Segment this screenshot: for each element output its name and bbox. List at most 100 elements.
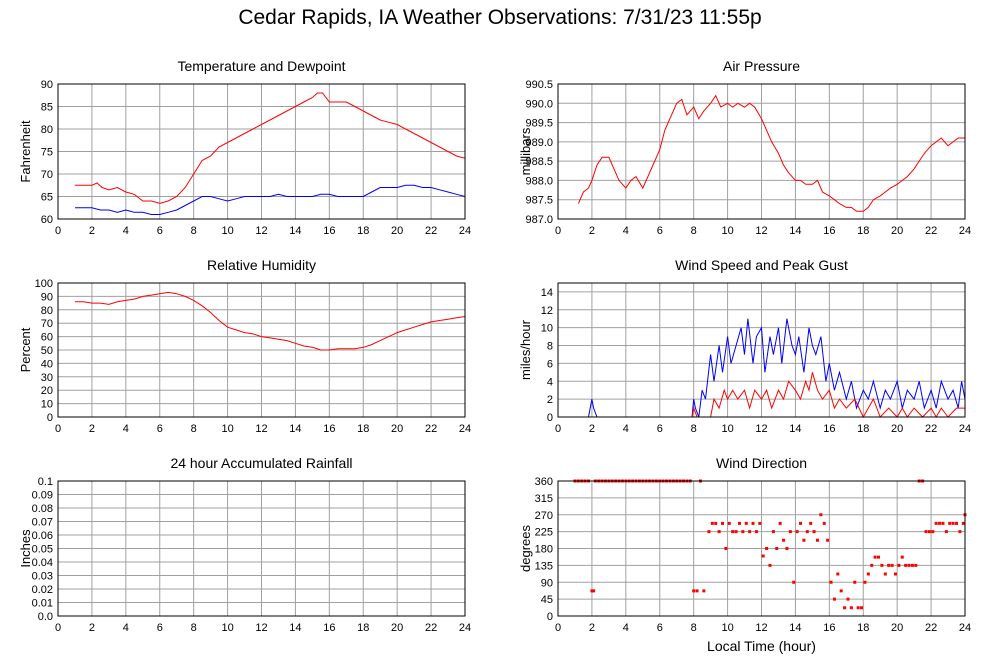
data-point	[866, 572, 870, 576]
y-tick-label: 20	[41, 385, 53, 397]
y-tick-label: 0.08	[32, 503, 53, 515]
data-point	[815, 538, 819, 542]
y-tick-label: 14	[541, 287, 553, 299]
y-tick-label: 0	[547, 412, 553, 424]
y-tick-label: 50	[41, 345, 53, 357]
plot-frame	[557, 282, 966, 418]
data-point	[822, 521, 826, 525]
y-tick-label: 2	[547, 394, 553, 406]
data-point	[805, 530, 809, 534]
data-point	[870, 563, 874, 567]
data-point	[737, 521, 741, 525]
x-tick-label: 20	[891, 423, 903, 435]
x-tick-label: 24	[959, 622, 971, 634]
x-tick-label: 0	[555, 622, 561, 634]
data-point	[829, 580, 833, 584]
y-tick-label: 10	[41, 399, 53, 411]
data-point	[927, 530, 931, 534]
data-point	[788, 530, 792, 534]
x-tick-label: 12	[755, 423, 767, 435]
x-tick-label: 10	[221, 622, 233, 634]
y-tick-label: 10	[541, 323, 553, 335]
y-tick-label: 987.5	[525, 195, 553, 207]
data-point	[883, 572, 887, 576]
data-point	[771, 530, 775, 534]
data-point	[907, 563, 911, 567]
data-point	[744, 521, 748, 525]
y-tick-label: 225	[535, 527, 553, 539]
plot-frame	[57, 282, 466, 418]
y-tick-label: 0	[47, 412, 53, 424]
y-tick-label: 270	[535, 510, 553, 522]
x-tick-label: 24	[459, 622, 471, 634]
y-tick-label: 0.0	[38, 611, 53, 623]
data-point	[720, 521, 724, 525]
y-axis-label: degrees	[518, 525, 533, 572]
y-tick-label: 65	[41, 192, 53, 204]
x-tick-label: 14	[789, 622, 801, 634]
chart-title: Relative Humidity	[207, 257, 316, 273]
data-point	[856, 606, 860, 610]
x-tick-label: 22	[425, 423, 437, 435]
data-point	[846, 597, 850, 601]
data-point	[592, 589, 596, 593]
x-tick-label: 4	[623, 423, 629, 435]
x-tick-label: 14	[789, 225, 801, 237]
x-tick-label: 4	[123, 423, 129, 435]
x-tick-label: 12	[255, 225, 267, 237]
y-tick-label: 0.07	[32, 517, 53, 529]
x-tick-label: 8	[191, 423, 197, 435]
chart-title: Wind Direction	[716, 455, 807, 471]
x-tick-label: 16	[323, 423, 335, 435]
data-point	[849, 606, 853, 610]
y-tick-label: 990.5	[525, 79, 553, 91]
x-tick-label: 18	[357, 622, 369, 634]
data-point	[880, 563, 884, 567]
x-tick-label: 20	[391, 423, 403, 435]
data-point	[893, 572, 897, 576]
data-point	[931, 530, 935, 534]
y-tick-label: 0.01	[32, 598, 53, 610]
x-tick-label: 18	[357, 225, 369, 237]
series-line	[588, 318, 966, 418]
x-tick-label: 22	[925, 622, 937, 634]
y-tick-label: 180	[535, 544, 553, 556]
x-tick-label: 22	[925, 225, 937, 237]
y-tick-label: 0.06	[32, 530, 53, 542]
x-tick-label: 4	[123, 225, 129, 237]
x-tick-label: 4	[123, 622, 129, 634]
data-point	[860, 606, 864, 610]
x-tick-label: 10	[721, 225, 733, 237]
y-tick-label: 90	[41, 79, 53, 91]
data-point	[863, 580, 867, 584]
x-tick-label: 0	[55, 225, 61, 237]
x-tick-label: 14	[789, 423, 801, 435]
y-axis-label: millibars	[518, 127, 533, 175]
series-line	[691, 372, 965, 419]
data-point	[751, 521, 755, 525]
x-tick-label: 24	[959, 225, 971, 237]
x-tick-label: 12	[755, 622, 767, 634]
x-tick-label: 6	[157, 423, 163, 435]
y-tick-label: 70	[41, 318, 53, 330]
data-point	[934, 521, 938, 525]
x-tick-label: 16	[323, 225, 335, 237]
x-tick-label: 0	[55, 423, 61, 435]
x-tick-label: 24	[459, 225, 471, 237]
x-axis-label: Local Time (hour)	[707, 638, 816, 654]
x-tick-label: 22	[925, 423, 937, 435]
data-point	[955, 521, 959, 525]
data-point	[799, 521, 803, 525]
y-tick-label: 0.09	[32, 490, 53, 502]
x-tick-label: 6	[657, 622, 663, 634]
data-point	[707, 530, 711, 534]
x-tick-label: 12	[255, 423, 267, 435]
y-tick-label: 988.5	[525, 156, 553, 168]
y-tick-label: 85	[41, 102, 53, 114]
x-tick-label: 0	[555, 225, 561, 237]
x-tick-label: 10	[721, 622, 733, 634]
x-tick-label: 4	[623, 622, 629, 634]
data-point	[910, 563, 914, 567]
y-tick-label: 315	[535, 493, 553, 505]
